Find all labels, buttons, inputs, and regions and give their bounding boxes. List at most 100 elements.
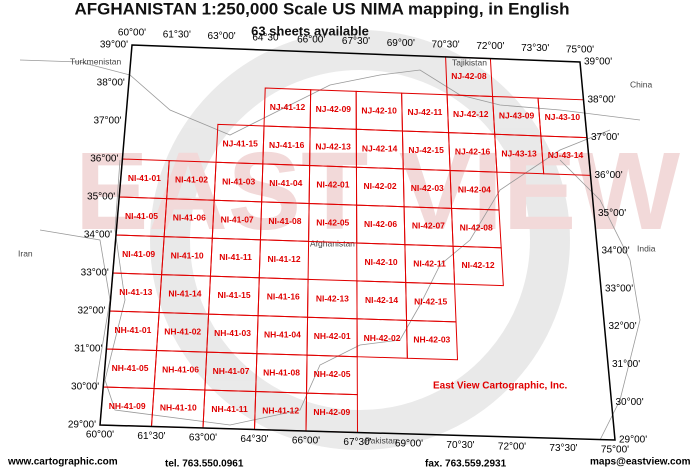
sheet-label: NI-41-03 [222,176,255,186]
lon-label: 69°00' [395,439,423,450]
lat-label: 39°00' [100,40,128,51]
sheet-label: NJ-41-16 [269,140,305,150]
sheet-label: NI-41-15 [218,290,251,300]
lon-label: 69°00' [387,38,415,49]
lat-label: 38°00' [97,78,125,89]
sheet-label: NI-42-01 [316,180,349,190]
border-india [559,159,641,441]
sheet-label: NJ-42-15 [408,145,444,155]
sheet-label: NI-42-05 [316,217,349,227]
lat-label: 33°00' [81,268,109,279]
sheet-label: NI-41-12 [268,254,301,264]
sheet-label: NJ-43-14 [548,150,584,160]
sheet-label: NH-41-05 [112,363,149,373]
sheet-label: NH-42-05 [314,369,351,379]
map-frame [99,44,616,441]
sheet-label: NH-41-12 [262,406,299,416]
lon-label: 75°00' [601,445,629,456]
sheet-label: NJ-42-10 [361,105,397,115]
sheet-label: NH-42-09 [313,407,350,417]
lon-label: 63°00' [208,31,236,42]
lat-label: 37°00' [591,132,619,143]
sheet-label: NH-41-02 [164,327,201,337]
country-label: China [630,79,652,89]
sheet-label: NJ-42-11 [407,107,442,117]
sheet-label: NI-42-13 [316,293,349,303]
sheet-label: NJ-42-13 [315,142,351,152]
sheet-label: NJ-42-08 [451,71,487,81]
country-label: Iran [18,248,33,258]
lat-label: 35°00' [87,192,115,203]
lon-label: 70°30' [432,40,460,51]
sheet-label: NI-41-14 [168,289,201,299]
lat-label: 30°00' [71,382,99,393]
border-iran [39,229,111,391]
lat-label: 38°00' [588,94,616,105]
lon-label: 64°30' [240,434,268,445]
sheet-label: NH-41-11 [211,404,248,414]
lon-label: 61°30' [137,431,165,442]
lat-label: 31°00' [612,359,640,370]
sheet-label: NH-41-01 [114,325,151,335]
lat-label: 30°00' [616,397,644,408]
lat-label: 37°00' [93,116,121,127]
sheet-label: NI-41-16 [267,292,300,302]
lat-label: 29°00' [68,420,96,431]
sheet-label: NH-41-09 [109,401,146,411]
lon-label: 72°00' [476,41,504,52]
sheet-label: NJ-43-13 [501,148,537,158]
sheet-label: NI-41-05 [125,211,158,221]
country-label: Afghanistan [310,238,355,248]
sheet-label: NI-42-15 [414,296,447,306]
borders [19,59,641,441]
lon-label: 60°00' [118,28,146,39]
lat-label: 34°00' [602,246,630,257]
lon-label: 67°30' [343,437,371,448]
sheet-label: NJ-43-09 [499,110,535,120]
footer-fax: fax. 763.559.2931 [425,459,507,470]
footer-tel: tel. 763.550.0961 [165,459,244,470]
sheet-label: NJ-43-10 [545,112,581,122]
country-label: Turkmenistan [70,56,121,66]
subtitle: 63 sheets available [251,23,369,38]
sheet-label: NI-41-06 [173,213,206,223]
sheet-label: NH-41-04 [264,330,301,340]
sheet-label: NJ-41-12 [270,102,306,112]
sheet-label: NI-41-07 [221,214,254,224]
country-label: India [637,243,656,253]
watermark: EAST VIEW [75,30,680,450]
sheet-label: NJ-42-09 [316,104,352,114]
sheet-label: NI-42-07 [412,221,445,231]
lon-label: 73°30' [549,443,577,454]
sheet-label: NI-41-09 [122,249,155,259]
sheet-label: NH-41-03 [214,328,251,338]
lon-label: 75°00' [566,45,594,56]
lon-label: 73°30' [521,43,549,54]
sheet-label: NI-42-02 [364,181,397,191]
sheet-label: NJ-42-14 [362,143,398,153]
watermark-logo: EAST VIEW [75,130,680,253]
sheet-label: NH-41-10 [160,403,197,413]
sheet-label: NH-42-01 [314,331,351,341]
footer-web: www.cartographic.com [7,457,118,468]
lon-label: 66°00' [297,34,325,45]
sheet-label: NI-41-04 [269,178,302,188]
border-afghanistan [104,129,611,426]
sheet-label: NI-42-06 [364,219,397,229]
sheet-label: NI-42-14 [365,295,398,305]
lon-label: 61°30' [163,29,191,40]
sheet-label: NI-41-11 [219,252,252,262]
lat-label: 33°00' [605,283,633,294]
sheet-label: NH-41-07 [213,366,250,376]
sheet-label: NJ-41-15 [222,138,258,148]
sheet-label: NI-41-01 [128,173,161,183]
lon-label: 70°30' [446,440,474,451]
sheet-label: NI-42-04 [458,184,491,194]
publisher-label: East View Cartographic, Inc. [433,381,568,392]
lat-label: 36°00' [90,154,118,165]
sheet-label: NI-42-12 [461,260,494,270]
title: AFGHANISTAN 1:250,000 Scale US NIMA mapp… [75,0,570,18]
lon-label: 63°00' [189,433,217,444]
sheet-label: NJ-42-16 [455,147,491,157]
